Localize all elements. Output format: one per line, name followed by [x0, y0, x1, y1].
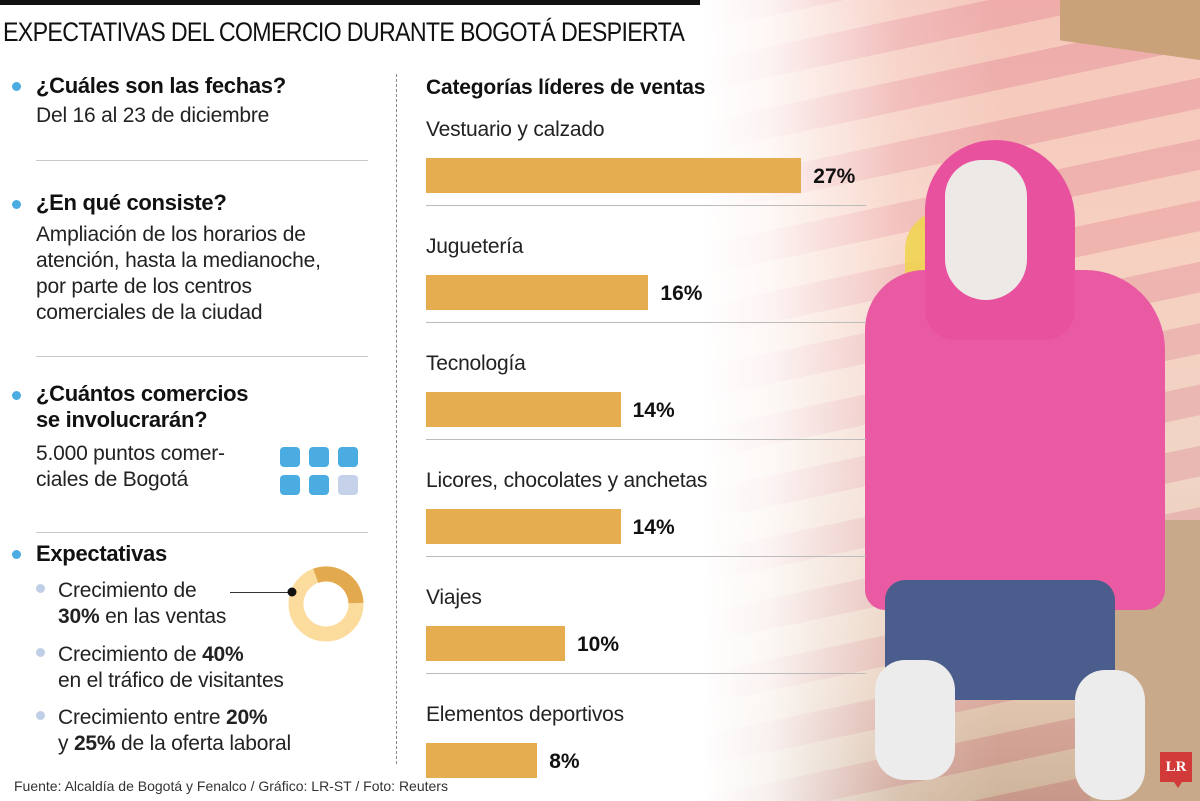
leader-line	[230, 592, 292, 593]
row-divider	[426, 439, 866, 440]
source-credit: Fuente: Alcaldía de Bogotá y Fenalco / G…	[14, 778, 448, 794]
bullet-icon	[12, 391, 21, 400]
divider	[36, 532, 368, 533]
category-label: Elementos deportivos	[426, 703, 624, 726]
expectation-text: Crecimiento entre	[58, 706, 226, 729]
highlight-value: 25%	[73, 732, 116, 755]
expectation-line: y 25% de la oferta laboral	[58, 731, 291, 757]
bar	[426, 509, 621, 544]
expectation-text: Crecimiento de	[58, 643, 203, 666]
bullet-icon	[12, 200, 21, 209]
sub-bullet-icon	[36, 711, 45, 720]
store-square-icon	[309, 447, 329, 467]
section-body: Del 16 al 23 de diciembre	[36, 104, 270, 127]
section-heading: ¿En qué consiste?	[36, 190, 227, 215]
value-label: 16%	[660, 282, 703, 305]
store-square-icon	[309, 475, 329, 495]
chart-title: Categorías líderes de ventas	[426, 76, 706, 99]
highlight-value: 30%	[58, 605, 100, 628]
value-label: 10%	[577, 633, 620, 656]
expectation-line: Crecimiento de	[58, 579, 197, 602]
bar	[426, 743, 538, 778]
section-heading-line: ¿Cuántos comercios	[36, 381, 249, 406]
category-label: Juguetería	[426, 235, 524, 258]
value-label: 14%	[632, 399, 675, 422]
row-divider	[426, 322, 866, 323]
value-label: 8%	[549, 750, 580, 773]
highlight-value: 20%	[225, 706, 268, 729]
sub-bullet-icon	[36, 584, 45, 593]
bar	[426, 626, 565, 661]
section-body-line: atención, hasta la medianoche,	[36, 249, 321, 272]
mannequin-foot	[875, 660, 955, 780]
section-heading-line: se involucrarán?	[36, 407, 208, 432]
mannequin-figure	[865, 140, 1195, 800]
category-label: Viajes	[426, 586, 482, 609]
store-square-empty-icon	[338, 475, 358, 495]
row-divider	[426, 205, 866, 206]
expectation-text: de la oferta laboral	[115, 732, 291, 755]
section-body-line: Ampliación de los horarios de	[36, 223, 306, 246]
bar	[426, 275, 649, 310]
expectation-line: Crecimiento entre 20%	[58, 705, 268, 731]
expectation-line: Crecimiento de 40%	[58, 642, 244, 668]
section-heading: Expectativas	[36, 541, 167, 566]
store-square-icon	[280, 475, 300, 495]
donut-chart	[287, 566, 364, 642]
expectation-line: en el tráfico de visitantes	[58, 669, 284, 692]
value-label: 14%	[632, 516, 675, 539]
bar	[426, 392, 621, 427]
mannequin-foot	[1075, 670, 1145, 800]
expectation-text: y	[58, 732, 74, 755]
value-label: 27%	[813, 165, 856, 188]
category-label: Licores, chocolates y anchetas	[426, 469, 708, 492]
top-rule	[0, 0, 770, 5]
section-body-line: comerciales de la ciudad	[36, 301, 263, 324]
category-label: Tecnología	[426, 352, 526, 375]
lr-logo: LR	[1160, 752, 1192, 788]
divider	[36, 356, 368, 357]
store-square-icon	[338, 447, 358, 467]
category-label: Vestuario y calzado	[426, 118, 605, 141]
bullet-icon	[12, 550, 21, 559]
row-divider	[426, 556, 866, 557]
sub-bullet-icon	[36, 648, 45, 657]
expectation-line: 30% en las ventas	[58, 604, 226, 630]
section-body-line: ciales de Bogotá	[36, 468, 189, 491]
divider	[36, 160, 368, 161]
page-title: EXPECTATIVAS DEL COMERCIO DURANTE BOGOTÁ…	[3, 17, 685, 47]
bullet-icon	[12, 82, 21, 91]
column-divider	[396, 74, 397, 764]
highlight-value: 40%	[202, 643, 244, 666]
row-divider	[426, 673, 866, 674]
store-square-icon	[280, 447, 300, 467]
mannequin-face	[945, 160, 1027, 300]
expectation-text: en las ventas	[99, 605, 227, 628]
section-body-line: por parte de los centros	[36, 275, 252, 298]
bar	[426, 158, 802, 193]
section-heading: ¿Cuáles son las fechas?	[36, 73, 286, 98]
section-body-line: 5.000 puntos comer-	[36, 442, 225, 465]
